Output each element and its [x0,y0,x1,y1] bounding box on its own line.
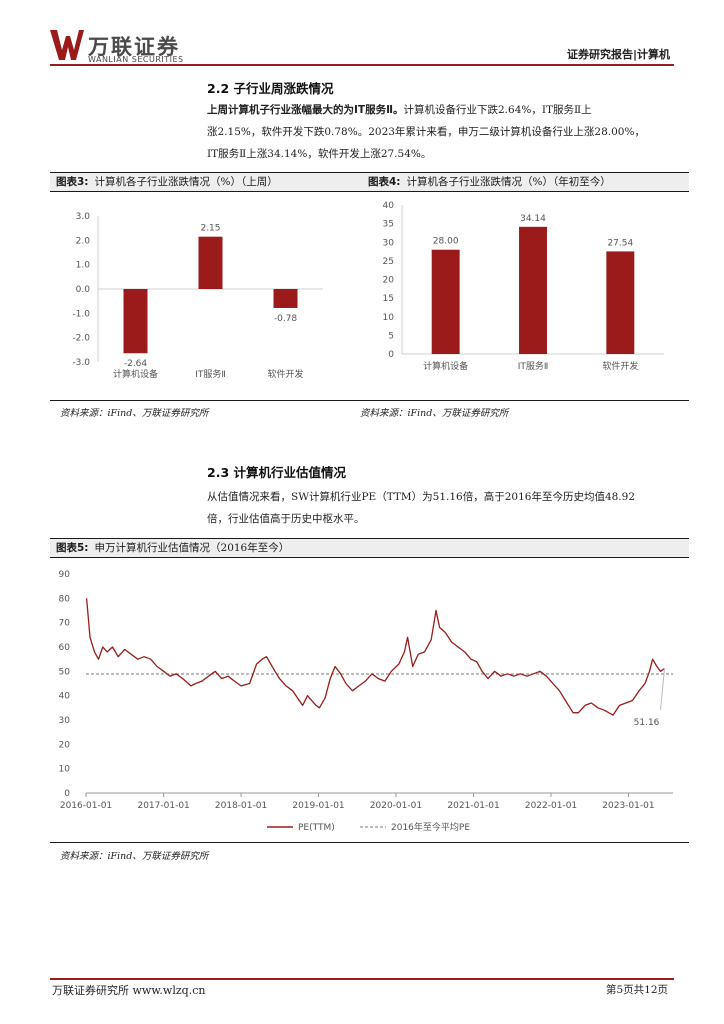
report-tag: 证券研究报告|计算机 [566,48,670,61]
fig5-x-tick-label: 2020-01-01 [370,801,422,811]
fig5-x-tick-label: 2018-01-01 [215,801,267,811]
figure-3-bottom-rule [50,400,362,401]
fig5-y-tick-label: 0 [64,789,70,799]
fig4-y-tick-label: 40 [383,201,395,211]
fig4-data-label: 28.00 [433,237,459,247]
fig3-y-tick-label: 3.0 [76,212,91,222]
figure-5-bottom-rule [50,842,689,843]
figure-5-source: 资料来源：iFind、万联证券研究所 [60,851,209,862]
fig3-y-tick-label: 1.0 [76,261,91,271]
fig5-y-tick-label: 30 [59,716,71,726]
fig3-category-label: IT服务Ⅱ [195,368,226,380]
fig4-bar [519,226,547,354]
fig4-y-tick-label: 0 [388,350,394,360]
fig4-y-tick-label: 25 [383,257,394,267]
fig5-y-tick-label: 10 [59,765,71,775]
para-line-1-rest: 计算机设备行业下跌2.64%，IT服务Ⅱ上 [403,104,592,116]
figure-4-title: 计算机各子行业涨跌情况（%）（年初至今） [406,176,611,188]
fig4-category-label: 软件开发 [602,360,638,372]
fig4-y-tick-label: 15 [383,294,394,304]
fig4-y-tick-label: 10 [383,313,395,323]
section-2-2-paragraph: 上周计算机子行业涨幅最大的为IT服务Ⅱ。计算机设备行业下跌2.64%，IT服务Ⅱ… [207,99,677,165]
figure-4-caption: 图表4: 计算机各子行业涨跌情况（%）（年初至今） [362,172,689,192]
fig5-y-tick-label: 70 [59,619,71,629]
para-line-3: IT服务Ⅱ上涨34.14%，软件开发上涨27.54%。 [207,148,432,160]
footer-divider [50,978,674,980]
fig4-category-label: IT服务Ⅱ [518,360,549,372]
para-2-3-line-2: 倍，行业估值高于历史中枢水平。 [207,513,365,525]
fig5-x-tick-label: 2022-01-01 [525,801,577,811]
fig4-data-label: 34.14 [520,214,546,224]
footer-website: 万联证券研究所 www.wlzq.cn [52,984,206,997]
fig5-x-tick-label: 2017-01-01 [137,801,189,811]
fig3-y-tick-label: 0.0 [76,285,91,295]
fig4-bar [606,251,635,354]
wanlian-logo: 万联证券 WANLIAN SECURITIES [50,30,200,66]
section-2-2-title: 2.2 子行业周涨跌情况 [207,81,334,96]
fig5-y-tick-label: 90 [59,570,71,580]
fig3-y-tick-label: -2.0 [72,334,90,344]
fig5-x-tick-label: 2021-01-01 [447,801,499,811]
logo-english-name: WANLIAN SECURITIES [88,55,184,64]
figure-4-label: 图表4: [368,176,401,188]
figure-4-bar-chart: 40 35 30 25 20 15 10 5 0 28.00 计算机设备 34.14 IT服务Ⅱ 27.5… [383,201,664,372]
page-number: 第5页共12页 [605,984,668,996]
fig4-data-label: 27.54 [607,238,633,248]
para-2-3-line-1: 从估值情况来看，SW计算机行业PE（TTM）为51.16倍，高于2016年至今历… [207,491,636,503]
fig5-x-tick-label: 2016-01-01 [60,801,112,811]
fig3-data-label: 2.15 [200,224,220,234]
fig3-y-tick-label: -3.0 [72,358,90,368]
figure-5-label: 图表5: [56,542,89,554]
wanlian-w-logo-icon [50,30,84,60]
figure-5-caption: 图表5: 申万计算机行业估值情况（2016年至今） [50,538,689,558]
fig4-y-tick-label: 30 [383,238,395,248]
fig5-x-tick-label: 2023-01-01 [602,801,654,811]
figure-4-bottom-rule [362,400,689,401]
figure-3-label: 图表3: [56,176,89,188]
fig5-pe-line [85,598,665,716]
fig5-end-label-leader [660,668,666,711]
fig3-bar [273,289,298,308]
fig5-legend-avg-label: 2016年至今平均PE [391,821,470,833]
fig4-y-tick-label: 5 [388,331,394,341]
section-2-3-paragraph: 从估值情况来看，SW计算机行业PE（TTM）为51.16倍，高于2016年至今历… [207,486,677,530]
fig3-data-label: -0.78 [274,314,298,324]
section-2-3-title: 2.3 计算机行业估值情况 [207,465,346,480]
figure-3-title: 计算机各子行业涨跌情况（%）（上周） [94,176,278,188]
fig3-bar [123,289,148,354]
fig3-category-label: 计算机设备 [113,368,158,380]
fig3-y-tick-label: -1.0 [72,309,90,319]
fig5-end-label: 51.16 [634,718,660,728]
figure-4-source: 资料来源：iFind、万联证券研究所 [360,408,509,419]
para-line-2: 涨2.15%，软件开发下跌0.78%。2023年累计来看，申万二级计算机设备行业… [207,126,645,138]
para-lead: 上周计算机子行业涨幅最大的为IT服务Ⅱ。 [207,104,404,116]
header-divider [50,64,674,66]
fig5-y-tick-label: 40 [59,692,71,702]
fig5-y-tick-label: 60 [59,643,71,653]
fig5-x-tick-label: 2019-01-01 [292,801,344,811]
fig4-y-tick-label: 35 [383,220,394,230]
figure-5-pe-line-chart: 90 80 70 60 50 40 30 20 10 0 2016-01-01 2017-01-01 2… [59,570,673,833]
figure-3-source: 资料来源：iFind、万联证券研究所 [60,408,209,419]
fig4-y-tick-label: 20 [383,276,395,286]
fig4-category-label: 计算机设备 [423,360,468,372]
fig4-bar [431,249,460,354]
fig3-category-label: 软件开发 [267,368,303,380]
figure-3-caption: 图表3: 计算机各子行业涨跌情况（%）（上周） [50,172,362,192]
fig5-y-tick-label: 20 [59,740,71,750]
fig5-y-tick-label: 80 [59,594,71,604]
figure-5-title: 申万计算机行业估值情况（2016年至今） [94,542,290,554]
logo-chinese-name: 万联证券 [88,35,180,59]
fig3-y-tick-label: 2.0 [76,236,91,246]
fig5-y-tick-label: 50 [59,667,71,677]
fig3-data-label: -2.64 [124,359,148,369]
fig5-legend-pe-label: PE(TTM) [298,823,335,833]
para-line-1: 上周计算机子行业涨幅最大的为IT服务Ⅱ。计算机设备行业下跌2.64%，IT服务Ⅱ… [207,99,677,121]
fig3-bar [198,236,223,289]
